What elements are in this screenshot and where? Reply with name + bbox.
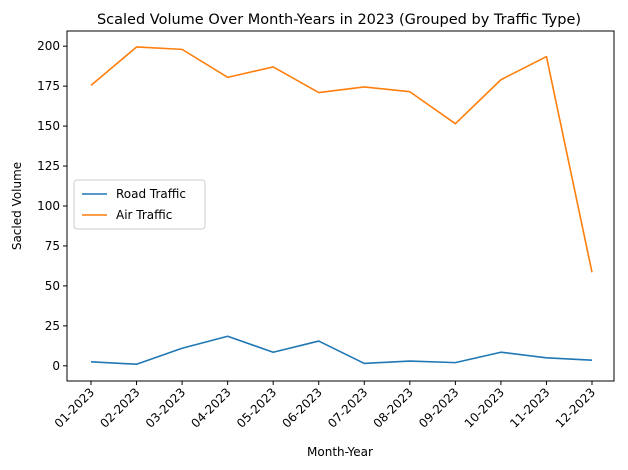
y-tick-label: 100 (37, 199, 60, 213)
y-tick-label: 75 (45, 239, 60, 253)
y-tick-label: 150 (37, 119, 60, 133)
x-tick-label: 05-2023 (234, 385, 279, 430)
x-tick-label: 12-2023 (553, 385, 598, 430)
x-axis-title: Month-Year (307, 445, 373, 459)
legend-box (73, 179, 206, 230)
y-tick-label: 0 (52, 359, 60, 373)
legend: Road Traffic Air Traffic (73, 179, 206, 230)
x-tick-label: 07-2023 (325, 385, 370, 430)
series-line-0 (90, 335, 593, 366)
x-tick-label: 11-2023 (507, 385, 552, 430)
x-tick-label: 08-2023 (371, 385, 416, 430)
legend-label: Road Traffic (116, 187, 186, 201)
y-axis: 0 25 50 75 100 125 150 175 200 (37, 39, 67, 373)
y-tick-label: 175 (37, 79, 60, 93)
legend-label: Air Traffic (116, 208, 172, 222)
series-line-1 (90, 46, 593, 273)
x-tick-label: 09-2023 (416, 385, 461, 430)
x-axis: 01-2023 02-2023 03-2023 04-2023 05-2023 06-20… (52, 381, 598, 431)
y-tick-label: 50 (45, 279, 60, 293)
x-tick-label: 04-2023 (188, 385, 233, 430)
y-tick-label: 25 (45, 319, 60, 333)
y-axis-title: Sacled Volume (10, 162, 24, 250)
plot-area (90, 46, 593, 366)
y-tick-label: 200 (37, 39, 60, 53)
x-tick-label: 03-2023 (143, 385, 188, 430)
y-tick-label: 125 (37, 159, 60, 173)
x-tick-label: 01-2023 (52, 385, 97, 430)
x-tick-label: 02-2023 (97, 385, 142, 430)
chart-title: Scaled Volume Over Month-Years in 2023 (… (97, 12, 581, 28)
x-tick-label: 10-2023 (462, 385, 507, 430)
x-tick-label: 06-2023 (279, 385, 324, 430)
